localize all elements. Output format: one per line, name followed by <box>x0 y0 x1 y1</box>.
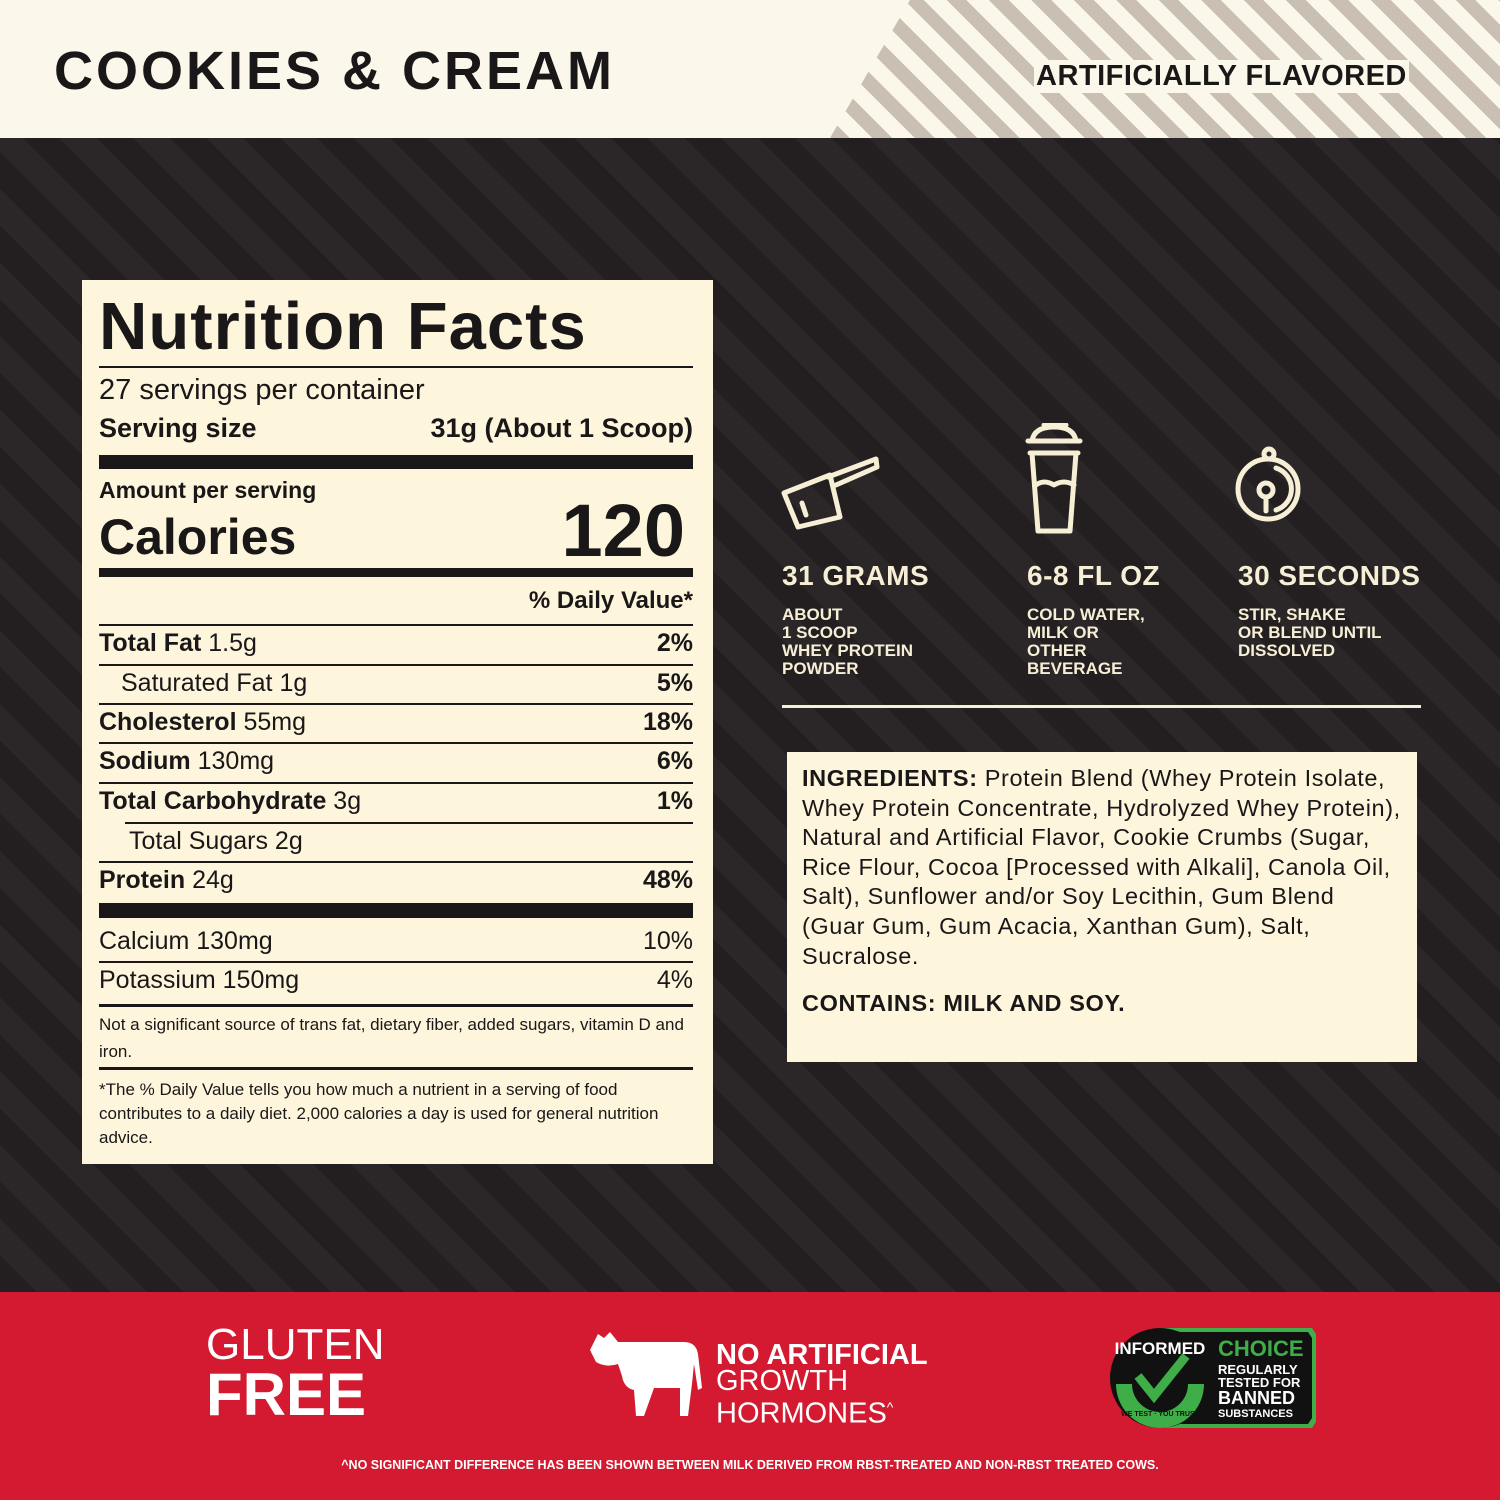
nutrient-dv: 2% <box>656 628 693 657</box>
thick-bar <box>99 568 693 577</box>
nutrient-label: Saturated Fat <box>121 668 273 697</box>
nutrient-label: Total Carbohydrate <box>99 786 327 815</box>
nutrient-dv: 18% <box>642 707 693 736</box>
nutrient-amount: 1g <box>279 668 308 697</box>
nutrition-note: Not a significant source of trans fat, d… <box>99 1015 684 1061</box>
nutrient-amount: 55mg <box>243 707 307 736</box>
calories-value: 120 <box>561 489 685 572</box>
choice-line1: REGULARLY <box>1218 1362 1298 1377</box>
choice-text: CHOICE <box>1218 1336 1304 1361</box>
divider <box>99 624 693 626</box>
serving-size-row: Serving size 31g (About 1 Scoop) <box>99 409 693 447</box>
nutrient-row: Total Sugars 2g <box>99 822 693 860</box>
nutrient-row: Protein 24g 48% <box>99 861 693 899</box>
scoop-icon <box>781 456 880 530</box>
divider <box>99 961 693 963</box>
nutrition-title: Nutrition Facts <box>99 289 587 364</box>
nutrient-dv: 48% <box>642 865 693 894</box>
divider-rule <box>782 705 1421 708</box>
nutrient-dv: 6% <box>656 746 693 775</box>
thick-bar <box>99 455 693 469</box>
informed-arc-text: INFORMED <box>1115 1339 1206 1358</box>
artificially-flavored-label: ARTIFICIALLY FLAVORED <box>1034 60 1409 93</box>
nutrient-dv: 5% <box>656 668 693 697</box>
gluten-line2: FREE <box>206 1361 367 1428</box>
nutrient-label: Cholesterol <box>99 707 237 736</box>
nutrient-label: Total Fat <box>99 628 202 657</box>
nutrient-dv: 1% <box>656 786 693 815</box>
informed-bottom-text: WE TEST · YOU TRUST <box>1121 1411 1199 1418</box>
daily-value-header: % Daily Value* <box>528 587 693 614</box>
shaker-icon <box>1025 423 1083 534</box>
divider <box>99 664 693 666</box>
direction-amount: 31 GRAMS ABOUT 1 SCOOP WHEY PROTEIN POWDE… <box>782 560 929 678</box>
rbst-disclaimer: ^NO SIGNIFICANT DIFFERENCE HAS BEEN SHOW… <box>341 1458 1159 1472</box>
calories-label: Calories <box>99 509 297 565</box>
direction-time: 30 SECONDS STIR, SHAKE OR BLEND UNTIL DIS… <box>1238 560 1420 660</box>
badge-band: GLUTEN FREE NO ARTIFICIAL GROWTH HORMONE… <box>0 1292 1500 1500</box>
nutrient-amount: 130mg <box>197 746 275 775</box>
divider <box>99 1067 693 1070</box>
ingredients-list: Protein Blend (Whey Protein Isolate, Whe… <box>802 765 1401 969</box>
nutrient-row: Cholesterol 55mg 18% <box>99 703 693 741</box>
nutrient-amount: 2g <box>274 826 303 855</box>
divider <box>99 703 693 705</box>
direction-title: 30 SECONDS <box>1238 560 1421 591</box>
mineral-row: Potassium 150mg 4% <box>99 961 693 999</box>
direction-title: 31 GRAMS <box>782 560 930 591</box>
thick-bar <box>99 903 693 918</box>
nutrition-facts-panel: Nutrition Facts 27 servings per containe… <box>82 280 713 1164</box>
divider <box>99 1004 693 1007</box>
choice-line2: TESTED FOR <box>1218 1375 1301 1390</box>
ingredients-text: INGREDIENTS: Protein Blend (Whey Protein… <box>802 764 1402 971</box>
divider <box>99 366 693 368</box>
nutrient-row: Saturated Fat 1g 5% <box>99 664 693 702</box>
direction-text: ABOUT 1 SCOOP WHEY PROTEIN POWDER <box>782 605 913 678</box>
divider <box>99 742 693 744</box>
mineral-label: Calcium 130mg <box>99 926 273 955</box>
mineral-dv: 10% <box>642 926 693 955</box>
direction-liquid: 6-8 FL OZ COLD WATER, MILK OR OTHER BEVER… <box>1027 560 1160 678</box>
serving-size-value: 31g (About 1 Scoop) <box>430 412 694 443</box>
servings-per-container: 27 servings per container <box>99 374 425 406</box>
nutrient-amount: 1.5g <box>208 628 257 657</box>
informed-choice-badge: INFORMED WE TEST · YOU TRUST CHOICE REGU… <box>1110 1328 1316 1428</box>
divider <box>99 861 693 863</box>
mineral-dv: 4% <box>656 965 693 994</box>
amount-per-serving: Amount per serving <box>99 477 317 503</box>
nutrient-label: Total Sugars <box>129 826 268 855</box>
no-hormones-badge: NO ARTIFICIAL GROWTH HORMONES^ <box>716 1339 928 1430</box>
gluten-line1: GLUTEN <box>206 1320 385 1369</box>
divider <box>125 822 693 824</box>
nutrient-label: Sodium <box>99 746 191 775</box>
hormones-line1: NO ARTIFICIAL <box>716 1339 928 1371</box>
mineral-label: Potassium 150mg <box>99 965 300 994</box>
ingredients-label: INGREDIENTS: <box>802 765 978 791</box>
direction-text: COLD WATER, MILK OR OTHER BEVERAGE <box>1027 605 1145 678</box>
hormones-line3: HORMONES <box>716 1397 887 1430</box>
direction-text: STIR, SHAKE OR BLEND UNTIL DISSOLVED <box>1238 605 1382 660</box>
nutrient-row: Sodium 130mg 6% <box>99 742 693 780</box>
ingredients-box: INGREDIENTS: Protein Blend (Whey Protein… <box>787 752 1417 1062</box>
serving-size-label: Serving size <box>99 412 257 443</box>
flavor-title: COOKIES & CREAM <box>54 41 616 101</box>
hormones-mark: ^ <box>886 1399 894 1415</box>
mineral-row: Calcium 130mg 10% <box>99 922 693 960</box>
cow-icon <box>590 1332 702 1416</box>
nutrient-row: Total Carbohydrate 3g 1% <box>99 782 693 820</box>
nutrient-amount: 24g <box>192 865 234 894</box>
hormones-line2: GROWTH <box>716 1365 849 1397</box>
direction-title: 6-8 FL OZ <box>1027 560 1161 591</box>
nutrient-amount: 3g <box>333 786 362 815</box>
allergen-statement: CONTAINS: MILK AND SOY. <box>802 990 1126 1017</box>
divider <box>99 782 693 784</box>
stopwatch-icon <box>1235 446 1301 522</box>
choice-line4: SUBSTANCES <box>1218 1408 1293 1420</box>
nutrient-label: Protein <box>99 865 186 894</box>
nutrient-row: Total Fat 1.5g 2% <box>99 624 693 662</box>
choice-line3: BANNED <box>1218 1388 1295 1408</box>
gluten-free-badge: GLUTEN FREE <box>206 1320 385 1428</box>
daily-value-footnote: *The % Daily Value tells you how much a … <box>99 1080 659 1147</box>
